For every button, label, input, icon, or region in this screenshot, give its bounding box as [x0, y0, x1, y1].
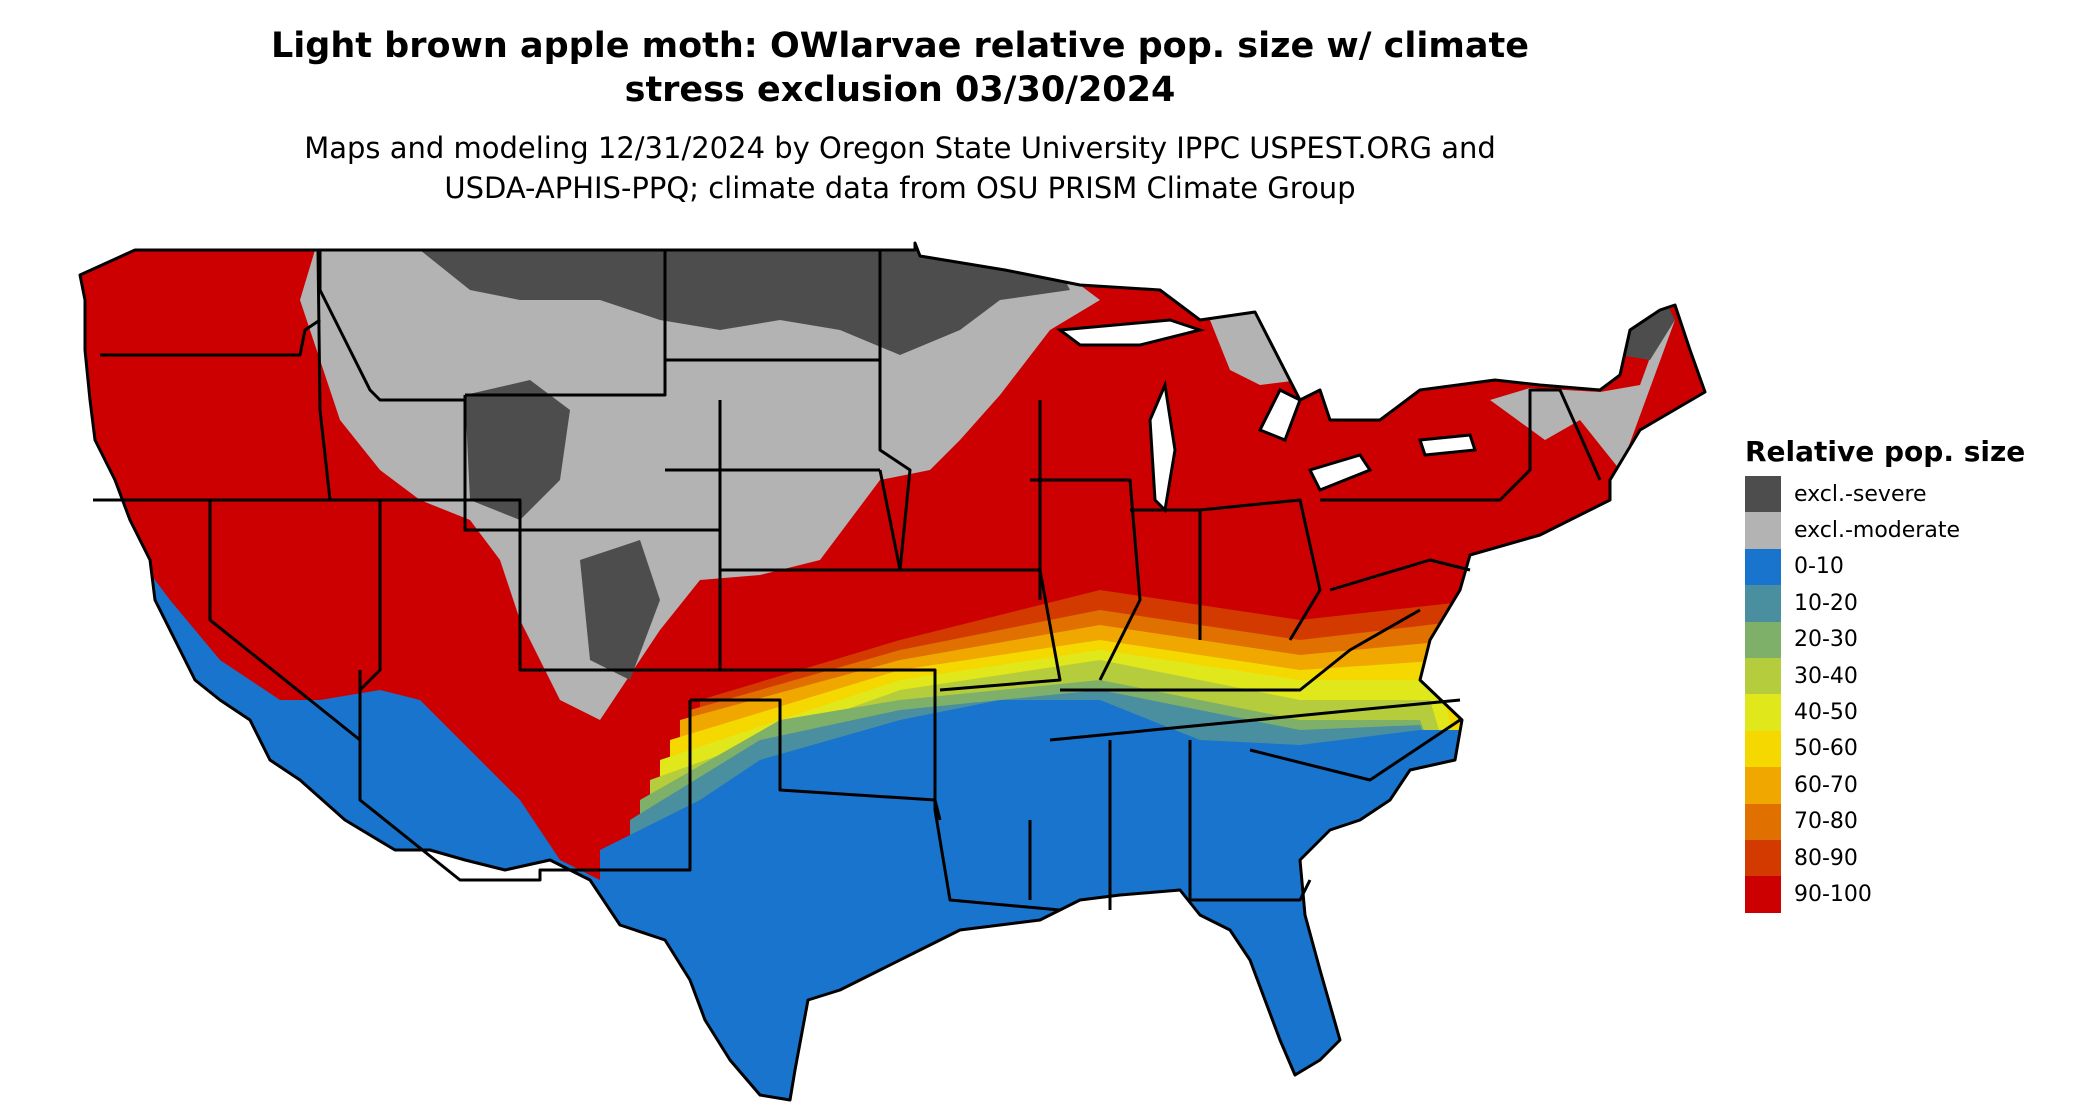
border-ms-al-ga [1028, 740, 1192, 910]
zone-excl-severe [420, 250, 1070, 355]
legend-label: 80-90 [1794, 845, 1858, 871]
legend-item: 10-20 [1745, 585, 2075, 622]
border-pa-ny [1320, 430, 1532, 502]
zone-excl-moderate-ne [1490, 320, 1675, 470]
lake-michigan [1148, 379, 1177, 514]
zone-excl-severe-wy [465, 380, 570, 520]
legend-item: 50-60 [1745, 730, 2075, 768]
border-ky-tn [1060, 608, 1421, 692]
border-id-mt [318, 250, 465, 402]
legend-swatch [1745, 512, 1781, 549]
legend-swatch [1745, 476, 1781, 513]
border-ks-ok [720, 668, 937, 720]
legend-label: 30-40 [1794, 663, 1858, 689]
legend-swatch [1745, 657, 1781, 695]
map-subtitle-line-1: Maps and modeling 12/31/2024 by Oregon S… [304, 131, 1496, 165]
legend-title: Relative pop. size [1745, 435, 2026, 468]
legend-item: 90-100 [1745, 876, 2075, 913]
border-va-wv [1329, 558, 1471, 592]
map-title-line-2: stress exclusion 03/30/2024 [624, 70, 1176, 110]
legend-label: 0-10 [1794, 554, 1844, 580]
legend-label: 90-100 [1794, 881, 1872, 907]
legend-item: excl.-severe [1745, 476, 2075, 513]
legend-item: 70-80 [1745, 803, 2075, 840]
border-id-west [316, 249, 332, 501]
legend-label: excl.-severe [1794, 481, 1927, 507]
border-az-nm [358, 670, 692, 882]
border-nc-sc [1249, 718, 1461, 782]
legend-label: 60-70 [1794, 772, 1858, 798]
legend-swatch [1745, 548, 1781, 586]
legend: Relative pop. size excl.-severe excl.-mo… [1745, 434, 2075, 913]
border-il [1030, 478, 1142, 681]
border-ar-la [933, 720, 1061, 912]
lake-superior [1055, 318, 1206, 347]
legend-label: 40-50 [1794, 700, 1858, 726]
border-mo [939, 569, 1062, 692]
legend-swatch [1745, 621, 1781, 658]
border-co [518, 530, 722, 672]
legend-swatch [1745, 803, 1781, 840]
border-ca-nv [208, 500, 361, 742]
legend-item: 30-40 [1745, 657, 2075, 695]
legend-label: 70-80 [1794, 809, 1858, 835]
border-wy [463, 395, 722, 532]
legend-item: 0-10 [1745, 548, 2075, 586]
border-mt-dakota [465, 250, 667, 397]
legend-item: 40-50 [1745, 694, 2075, 731]
lake-ontario [1417, 433, 1478, 457]
legend-label: excl.-moderate [1794, 518, 1960, 544]
map-subtitle-line-2: USDA-APHIS-PPQ; climate data from OSU PR… [444, 171, 1356, 205]
legend-swatch [1745, 730, 1781, 768]
border-wa-or [100, 318, 321, 357]
legend-swatch [1745, 694, 1781, 731]
border-nv-ut [358, 500, 382, 692]
zone-excl-severe-co [580, 540, 660, 680]
legend-swatch [1745, 876, 1781, 913]
border-tn-south [1049, 698, 1461, 742]
legend-item: excl.-moderate [1745, 512, 2075, 549]
legend-item: 80-90 [1745, 839, 2075, 877]
legend-item: 20-30 [1745, 621, 2075, 658]
legend-swatch [1745, 585, 1781, 622]
zone-excl-moderate-wi [1210, 312, 1300, 385]
lake-huron [1257, 387, 1302, 442]
zone-excl-moderate [300, 250, 1100, 720]
border-oh [1199, 498, 1322, 641]
map-title-line-1: Light brown apple moth: OWlarvae relativ… [270, 26, 1529, 66]
border-ne-ks [718, 469, 902, 572]
great-lakes [1055, 318, 1478, 514]
legend-label: 10-20 [1794, 590, 1858, 616]
legend-label: 20-30 [1794, 627, 1858, 653]
border-ok-tx [690, 698, 942, 821]
lake-erie [1307, 453, 1373, 492]
legend-item: 60-70 [1745, 767, 2075, 804]
legend-swatch [1745, 839, 1781, 877]
legend-items: excl.-severe excl.-moderate 0-10 10-20 2… [1745, 476, 2075, 913]
map-title: Light brown apple moth: OWlarvae relativ… [180, 24, 1620, 112]
legend-label: 50-60 [1794, 736, 1858, 762]
state-boundaries [78, 241, 1707, 1102]
border-mn-ia [878, 360, 1040, 572]
map-subtitle: Maps and modeling 12/31/2024 by Oregon S… [180, 128, 1620, 208]
border-fl-ga [1190, 879, 1312, 902]
legend-swatch [1745, 767, 1781, 804]
border-new-england [1528, 388, 1602, 481]
